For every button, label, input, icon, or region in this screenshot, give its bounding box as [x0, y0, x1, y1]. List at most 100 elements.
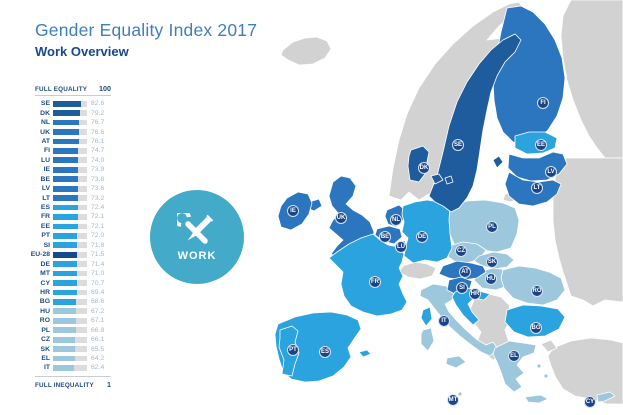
bar-value: 79.2	[91, 109, 105, 117]
bar-code: HR	[40, 288, 50, 296]
map-label-it: IT	[438, 315, 450, 327]
bar-value: 76.1	[91, 137, 105, 145]
country-cy	[596, 391, 616, 403]
bar-fill	[53, 317, 76, 324]
bar-value: 73.2	[91, 194, 105, 202]
bar-code: EU-28	[30, 251, 50, 259]
country-dk-zealand	[430, 173, 444, 185]
bar-code: AT	[41, 137, 50, 145]
bar-row-ie: IE 73.9	[18, 165, 158, 174]
country-iceland	[280, 36, 332, 66]
bar-code: BE	[40, 175, 50, 183]
bar-track	[53, 195, 87, 201]
bar-row-dk: DK 79.2	[18, 108, 158, 117]
bar-fill	[53, 355, 75, 362]
bar-fill	[53, 110, 80, 117]
bar-fill	[53, 336, 76, 343]
map-label-nl: NL	[390, 214, 402, 226]
bar-value: 71.5	[91, 251, 105, 259]
country-switzerland	[398, 261, 437, 280]
europe-map: IE UK FR ES PT BE NL LU DE DK SE FI EE LV LT PL CZ SK AT HU…	[253, 0, 623, 415]
bar-value: 67.1	[91, 317, 105, 325]
bar-fill	[53, 242, 78, 249]
map-label-cz: CZ	[455, 245, 467, 257]
bar-code: SI	[43, 241, 50, 249]
bar-row-fr: FR 72.1	[18, 212, 158, 221]
bar-track	[53, 138, 87, 145]
page-title: Gender Equality Index 2017	[35, 20, 258, 40]
map-label-uk: UK	[335, 212, 347, 224]
bar-code: CY	[40, 279, 50, 287]
map-label-ie: IE	[287, 205, 299, 217]
bar-code: MT	[40, 270, 50, 278]
bar-track	[53, 148, 87, 154]
bar-track	[53, 251, 87, 258]
bar-track	[53, 204, 87, 211]
map-label-lv: LV	[545, 166, 557, 178]
bar-value: 66.8	[91, 326, 105, 334]
country-bg	[504, 304, 566, 338]
bar-fill	[53, 232, 78, 239]
bar-code: FI	[43, 147, 50, 155]
bar-fill	[53, 185, 79, 192]
bar-code: SK	[40, 345, 50, 353]
bar-code: EL	[41, 355, 50, 363]
bar-track	[53, 100, 87, 107]
bar-fill	[53, 270, 78, 277]
bar-code: EE	[40, 222, 50, 230]
country-se-gotland	[492, 155, 504, 169]
wrench-pencil-icon	[177, 212, 214, 244]
header: Gender Equality Index 2017 Work Overview	[35, 20, 257, 59]
page-subtitle: Work Overview	[35, 44, 129, 59]
bar-fill	[53, 251, 78, 258]
country-turkey-thrace	[540, 339, 558, 353]
bar-fill	[53, 204, 78, 211]
bar-row-es: ES 72.4	[18, 203, 158, 212]
bar-track	[53, 365, 87, 371]
bar-code: PT	[41, 232, 50, 240]
bar-value: 73.6	[91, 185, 105, 193]
map-label-hu: HU	[485, 273, 497, 285]
bar-track	[53, 223, 87, 230]
bar-row-it: IT 62.4	[18, 363, 158, 372]
bar-rows: SE 82.6 DK 79.2 NL 76.7 UK 76.6 AT 76.1 FI 74.7 LU 74…	[18, 99, 158, 373]
bar-value: 71.4	[91, 260, 105, 268]
bar-code: ES	[40, 204, 50, 212]
bar-code: DE	[40, 260, 50, 268]
map-label-es: ES	[319, 346, 331, 358]
map-label-sk: SK	[486, 256, 498, 268]
bar-code: UK	[40, 128, 50, 136]
bar-track	[53, 110, 87, 117]
bar-code: CZ	[40, 336, 50, 344]
map-canvas	[274, 0, 623, 405]
country-dk-funen	[444, 175, 454, 185]
bar-code: NL	[40, 119, 50, 127]
bar-track	[53, 289, 87, 296]
bar-value: 72.1	[91, 213, 105, 221]
bar-track	[53, 129, 87, 135]
bar-row-be: BE 73.8	[18, 175, 158, 184]
bar-code: LV	[41, 185, 50, 193]
bar-track	[53, 308, 87, 315]
bar-chart: FULL EQUALITY 100 SE 82.6 DK 79.2 NL 76.7 UK 76…	[18, 84, 158, 389]
country-hr	[451, 287, 491, 326]
full-equality-value: 100	[99, 84, 111, 93]
map-label-lu: LU	[395, 241, 407, 253]
bar-fill	[53, 327, 76, 334]
full-equality-label: FULL EQUALITY	[35, 86, 88, 93]
country-el	[492, 340, 537, 393]
bar-track	[53, 327, 87, 334]
bar-value: 72.4	[91, 204, 105, 212]
bar-track	[53, 336, 87, 343]
bar-fill	[53, 214, 78, 220]
bar-value: 72.1	[91, 222, 105, 230]
work-badge: WORK	[150, 190, 244, 284]
bar-value: 73.8	[91, 175, 105, 183]
bar-code: RO	[39, 317, 50, 325]
bar-fill	[53, 299, 77, 305]
map-label-at: AT	[459, 266, 471, 278]
bar-track	[53, 242, 87, 249]
bar-row-lu: LU 74.0	[18, 156, 158, 165]
map-label-fr: FR	[369, 276, 381, 288]
bar-code: HU	[40, 307, 50, 315]
